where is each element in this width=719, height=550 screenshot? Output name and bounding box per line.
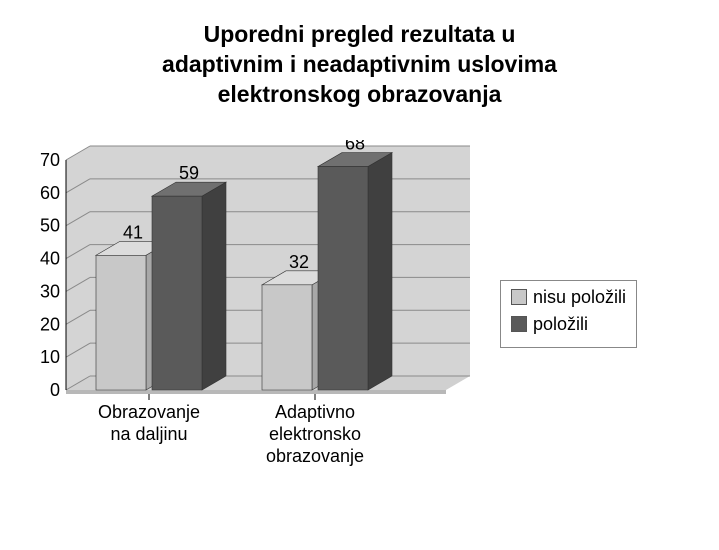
y-tick-label: 10 [40, 347, 60, 367]
chart-body: 0 10 20 30 40 50 60 70 41 59 32 68 Obrazovanjena dal… [20, 140, 699, 489]
chart-title: Uporedni pregled rezultata uadaptivnim i… [20, 20, 699, 110]
bar-front [96, 255, 146, 390]
y-tick-label: 70 [40, 150, 60, 170]
y-tick-label: 50 [40, 215, 60, 235]
bar-value-label: 32 [289, 252, 309, 272]
bar-side [202, 182, 226, 390]
legend-swatch [511, 289, 527, 305]
bar-front [262, 285, 312, 390]
legend-label: nisu položili [533, 287, 626, 308]
x-category-label: na daljinu [110, 424, 187, 444]
legend-swatch [511, 316, 527, 332]
bar-value-label: 68 [345, 140, 365, 154]
chart-legend: nisu položili položili [500, 280, 637, 348]
x-category-label: Obrazovanje [98, 402, 200, 422]
bar-side [368, 152, 392, 389]
y-tick-label: 0 [50, 380, 60, 400]
chart-svg: 0 10 20 30 40 50 60 70 41 59 32 68 Obrazovanjena dal… [20, 140, 480, 484]
bar-value-label: 59 [179, 163, 199, 183]
bar-front [152, 196, 202, 390]
y-tick-label: 40 [40, 248, 60, 268]
x-category-label: Adaptivno [275, 402, 355, 422]
y-tick-label: 60 [40, 183, 60, 203]
legend-item: položili [511, 314, 626, 335]
y-tick-label: 30 [40, 281, 60, 301]
bar-value-label: 41 [123, 222, 143, 242]
legend-item: nisu položili [511, 287, 626, 308]
legend-label: položili [533, 314, 588, 335]
x-category-label: elektronsko [269, 424, 361, 444]
chart-plot-area: 0 10 20 30 40 50 60 70 41 59 32 68 Obrazovanjena dal… [20, 140, 480, 489]
bar-front [318, 166, 368, 389]
y-tick-label: 20 [40, 314, 60, 334]
x-category-label: obrazovanje [266, 446, 364, 466]
